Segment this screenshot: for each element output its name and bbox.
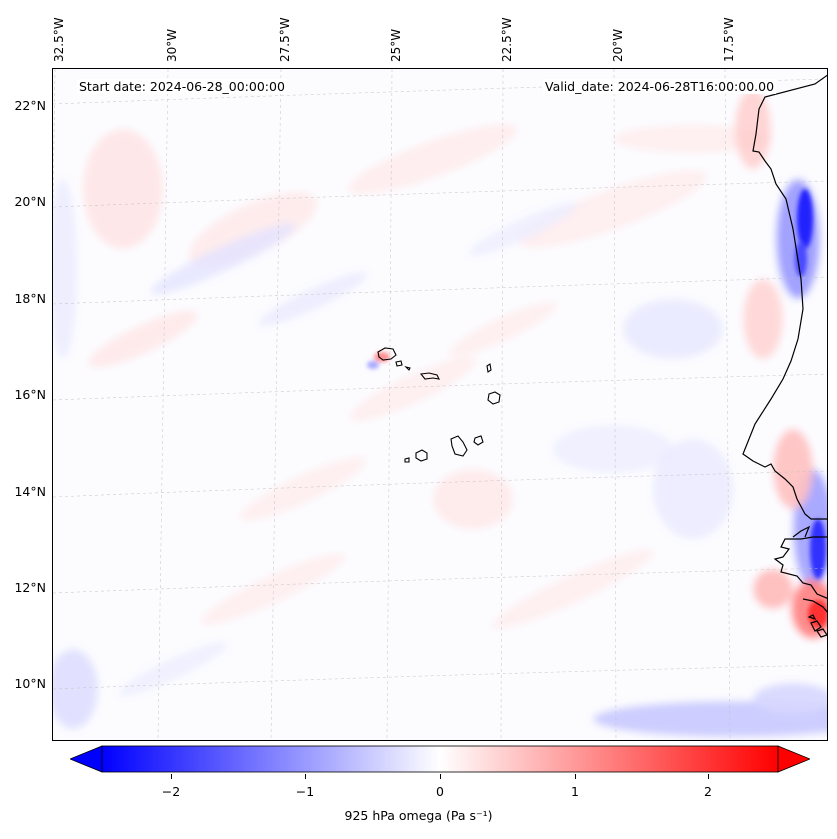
island-sao-nicolau <box>419 372 440 380</box>
colorbar-tickmark <box>575 774 576 779</box>
start-date-label: Start date: 2024-06-28_00:00:00 <box>77 79 287 94</box>
island-sao-vicente <box>395 360 403 367</box>
island-boa-vista <box>487 391 501 405</box>
lat-label-12n: 12°N <box>14 580 46 595</box>
colorbar-extend-low <box>68 745 103 773</box>
island-santiago <box>450 435 468 457</box>
colorbar-extend-high <box>777 745 812 773</box>
island-santo-antao <box>377 347 397 361</box>
lon-label-17-5w: 17.5°W <box>722 17 736 62</box>
island-brava <box>404 457 410 463</box>
lon-label-22-5w: 22.5°W <box>500 17 514 62</box>
omega-map <box>52 68 828 741</box>
lon-label-27-5w: 27.5°W <box>278 17 292 62</box>
omega-field <box>53 69 827 740</box>
valid-date-label: Valid_date: 2024-06-28T16:00:00.00 <box>543 79 777 94</box>
colorbar-tick-label: 2 <box>704 784 712 799</box>
colorbar-svg <box>68 745 812 773</box>
colorbar-tickmark <box>305 774 306 779</box>
lat-label-14n: 14°N <box>14 484 46 499</box>
lat-label-18n: 18°N <box>14 291 46 306</box>
island-fogo <box>415 449 428 462</box>
island-santa-luzia <box>404 365 411 371</box>
lat-label-10n: 10°N <box>14 676 46 691</box>
colorbar <box>68 745 812 773</box>
lat-label-20n: 20°N <box>14 194 46 209</box>
lon-label-20w: 20°W <box>611 28 625 62</box>
colorbar-tick-label: 0 <box>436 784 444 799</box>
colorbar-label: 925 hPa omega (Pa s⁻¹) <box>344 808 493 823</box>
west-africa-coastline <box>742 74 827 638</box>
gridlines <box>53 69 827 740</box>
colorbar-tick-label: −2 <box>161 784 181 799</box>
cabo-verde-islands <box>377 347 501 463</box>
lon-label-25w: 25°W <box>389 28 403 62</box>
map-canvas <box>53 69 827 740</box>
lat-label-22n: 22°N <box>14 98 46 113</box>
lon-label-32-5w: 32.5°W <box>52 17 66 62</box>
colorbar-tick-label: −1 <box>295 784 315 799</box>
lat-label-16n: 16°N <box>14 387 46 402</box>
island-sal <box>486 363 492 373</box>
island-maio <box>473 435 484 446</box>
colorbar-tickmark <box>171 774 172 779</box>
colorbar-tickmark <box>708 774 709 779</box>
lon-label-30w: 30°W <box>165 28 179 62</box>
colorbar-tick-label: 1 <box>571 784 579 799</box>
colorbar-gradient <box>101 745 779 773</box>
colorbar-tickmark <box>440 774 441 779</box>
